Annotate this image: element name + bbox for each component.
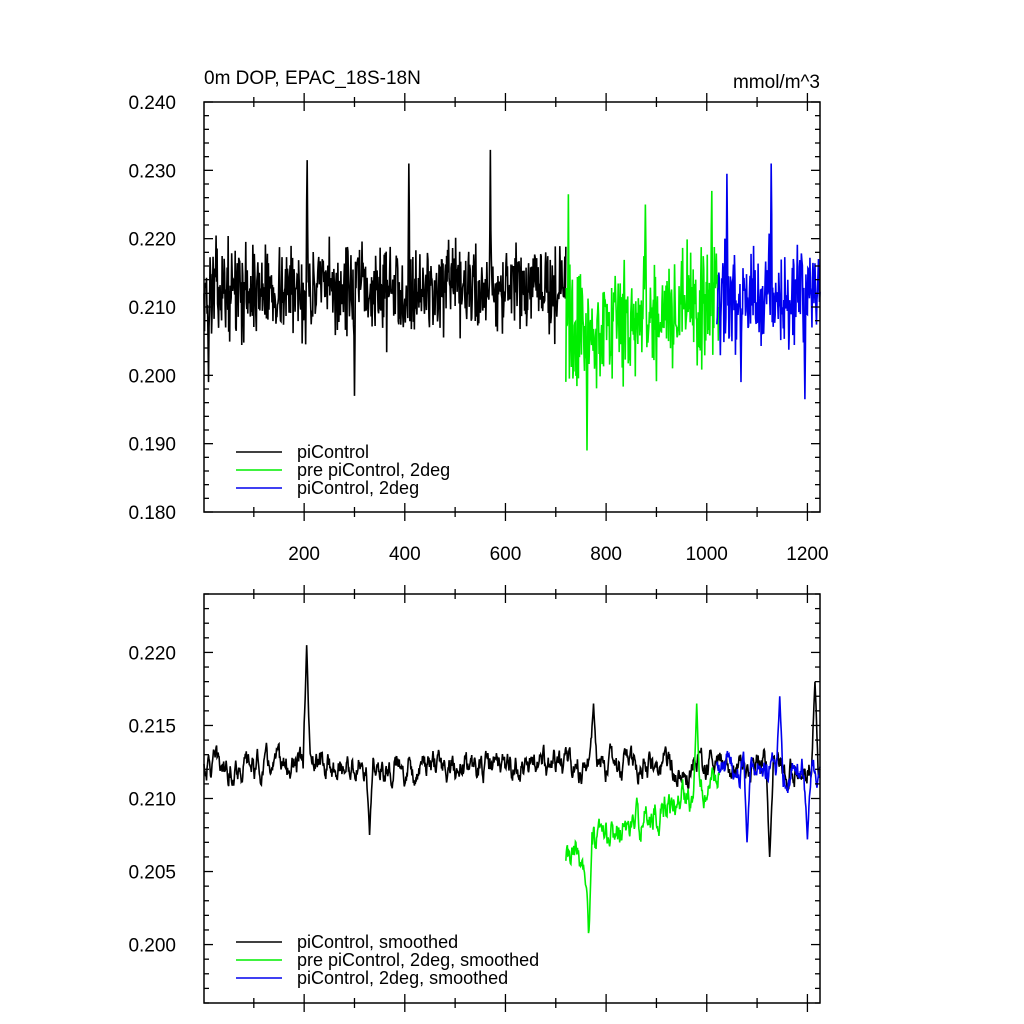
x-tick-label: 600 — [490, 544, 522, 565]
legend-label: piControl — [297, 442, 369, 462]
bottom-panel: 0.200 0.205 0.210 0.215 0.220 piControl, smoo… — [128, 585, 821, 1012]
y-tick-label: 0.200 — [128, 936, 176, 957]
x-tick-label: 400 — [389, 544, 421, 565]
axis-ticks: 0.200 0.205 0.210 0.215 0.220 — [128, 585, 820, 1012]
series-line-0 — [203, 149, 567, 396]
y-tick-label: 0.215 — [128, 716, 176, 737]
x-tick-label: 200 — [288, 544, 320, 565]
y-tick-label: 0.200 — [128, 366, 176, 387]
x-tick-label: 1200 — [786, 544, 828, 565]
legend-label: piControl, smoothed — [297, 932, 458, 952]
y-tick-label: 0.205 — [128, 863, 176, 884]
legend-label: pre piControl, 2deg, smoothed — [297, 950, 539, 970]
y-tick-label: 0.210 — [128, 790, 176, 811]
y-tick-label: 0.230 — [128, 161, 176, 182]
top-panel-units: mmol/m^3 — [733, 72, 820, 93]
y-tick-label: 0.180 — [128, 503, 176, 524]
legend-label: piControl, 2deg, smoothed — [297, 968, 508, 988]
series-lines — [203, 149, 821, 451]
series-line-2 — [716, 696, 821, 843]
series-line-2 — [716, 163, 821, 400]
x-tick-label: 800 — [590, 544, 622, 565]
y-tick-label: 0.190 — [128, 435, 176, 456]
series-line-1 — [565, 190, 721, 451]
series-line-1 — [565, 703, 721, 934]
top-panel-title: 0m DOP, EPAC_18S-18N — [204, 68, 421, 89]
y-tick-label: 0.210 — [128, 298, 176, 319]
x-tick-label: 1000 — [686, 544, 728, 565]
series-lines — [203, 645, 821, 934]
y-tick-label: 0.220 — [128, 643, 176, 664]
top-panel: 0m DOP, EPAC_18S-18N mmol/m^3 200 400 600 8… — [128, 68, 828, 565]
axis-ticks: 200 400 600 800 1000 1200 0.180 0.190 0.200 0.210… — [128, 93, 829, 565]
y-tick-label: 0.220 — [128, 230, 176, 251]
legend-label: pre piControl, 2deg — [297, 460, 450, 480]
legend-label: piControl, 2deg — [297, 478, 419, 498]
y-tick-label: 0.240 — [128, 93, 176, 114]
